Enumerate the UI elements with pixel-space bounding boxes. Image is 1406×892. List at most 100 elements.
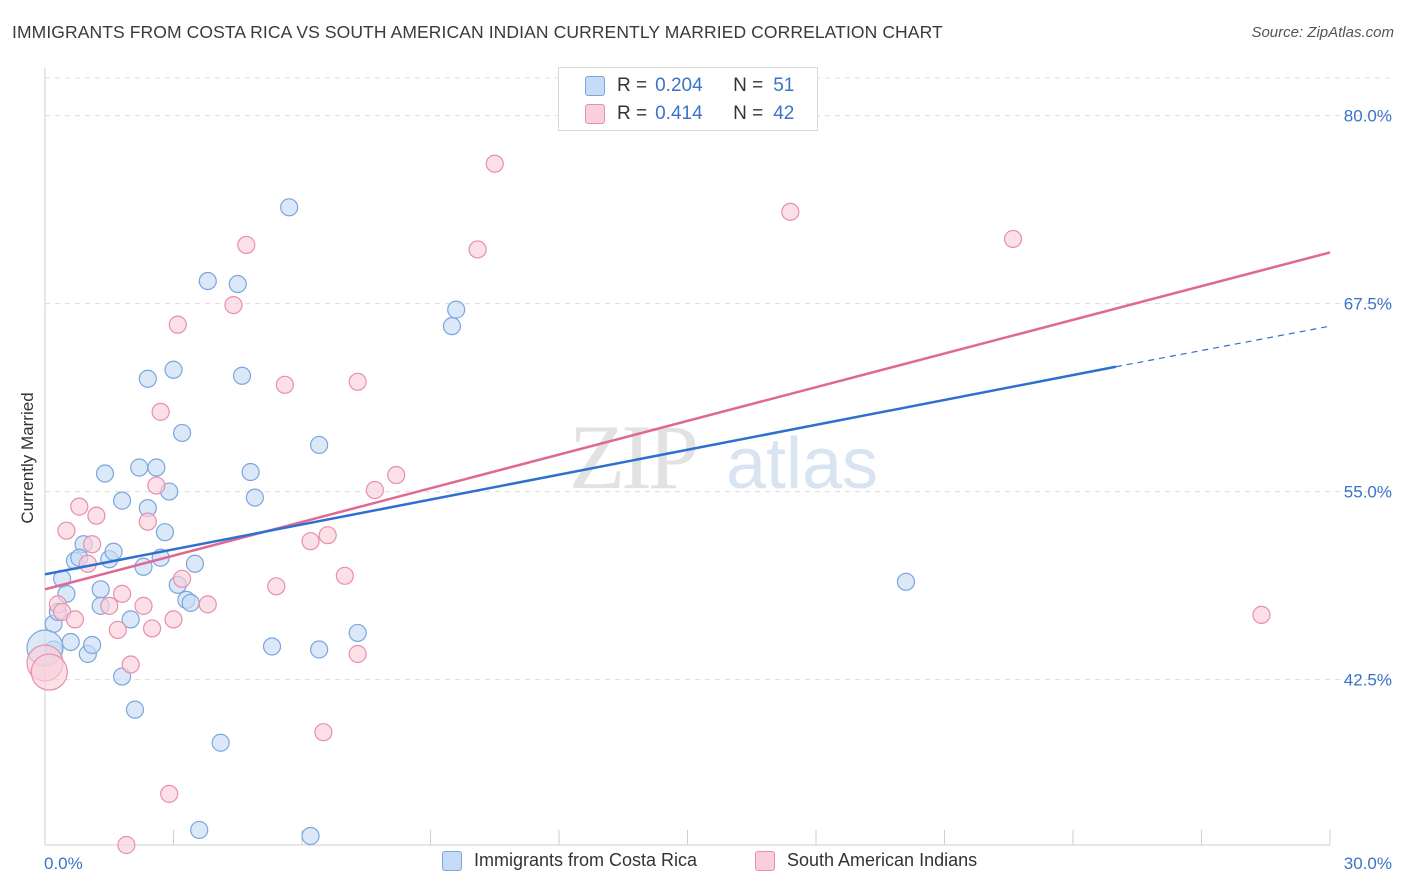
pink-point xyxy=(318,526,337,545)
pink-point xyxy=(70,497,89,516)
y-tick-label: 55.0% xyxy=(1344,483,1392,502)
x-tick-label: 30.0% xyxy=(1344,854,1392,873)
pink-point xyxy=(151,402,170,421)
pink-point xyxy=(160,784,179,803)
series-name-blue: Immigrants from Costa Rica xyxy=(474,850,698,870)
blue-point xyxy=(442,317,462,336)
blue-point xyxy=(348,623,367,643)
pink-point xyxy=(365,480,384,500)
pink-point xyxy=(348,644,367,664)
pink-point xyxy=(781,202,800,221)
pink-point xyxy=(164,610,183,629)
y-tick-label: 67.5% xyxy=(1344,295,1392,314)
pink-point xyxy=(1003,229,1023,249)
blue-point xyxy=(262,637,282,656)
pink-point xyxy=(301,532,320,551)
legend-n-label: N = xyxy=(733,75,764,96)
pink-point xyxy=(112,584,132,603)
blue-point xyxy=(104,542,123,561)
pink-point xyxy=(237,235,256,255)
pink-point xyxy=(65,610,85,629)
chart-title: IMMIGRANTS FROM COSTA RICA VS SOUTH AMER… xyxy=(12,22,943,42)
blue-point xyxy=(310,640,329,659)
blue-point xyxy=(130,458,149,477)
blue-point xyxy=(190,820,209,840)
pink-point xyxy=(134,596,153,615)
blue-point xyxy=(155,523,175,542)
data-points xyxy=(26,154,1271,855)
blue-point xyxy=(83,635,102,655)
pink-point xyxy=(87,506,106,525)
blue-point xyxy=(95,464,115,483)
series-legend: Immigrants from Costa Rica South America… xyxy=(0,850,1406,878)
blue-point xyxy=(181,593,200,612)
series-legend-blue: Immigrants from Costa Rica xyxy=(442,850,697,871)
pink-point xyxy=(387,465,406,485)
pink-point xyxy=(168,315,187,334)
legend: R = 0.204 N = 51 R = 0.414 N = 42 xyxy=(558,67,818,131)
legend-row-pink: R = 0.414 N = 42 xyxy=(585,101,794,127)
pink-point xyxy=(100,596,119,615)
series-name-pink: South American Indians xyxy=(787,850,978,870)
pink-point xyxy=(1252,605,1271,625)
blue-point xyxy=(91,580,110,599)
blue-point xyxy=(121,610,140,629)
legend-r-value: 0.204 xyxy=(655,75,703,96)
blue-point xyxy=(112,491,132,510)
trendline-blue-extension xyxy=(1115,325,1331,368)
legend-n-value: 51 xyxy=(773,75,795,96)
blue-point xyxy=(125,700,145,719)
blue-point xyxy=(896,572,916,591)
y-tick-label: 42.5% xyxy=(1344,671,1392,690)
blue-point xyxy=(301,826,320,846)
pink-point xyxy=(198,595,217,614)
legend-r-value: 0.414 xyxy=(655,103,703,124)
pink-point xyxy=(468,240,487,259)
blue-point xyxy=(241,462,260,482)
pink-point xyxy=(348,372,367,391)
trendline-blue xyxy=(44,365,1117,576)
blue-point xyxy=(245,488,264,507)
legend-swatch-blue xyxy=(585,76,605,96)
blue-point xyxy=(185,554,205,573)
pink-point xyxy=(485,154,504,173)
pink-point xyxy=(83,535,102,554)
pink-point xyxy=(117,835,136,855)
legend-n-value: 42 xyxy=(773,103,795,124)
tick-labels: 42.5% 55.0% 67.5% 80.0% 0.0% 30.0% xyxy=(44,107,1392,873)
y-tick-label: 80.0% xyxy=(1344,107,1392,126)
series-legend-pink: South American Indians xyxy=(755,850,977,871)
pink-point xyxy=(57,521,76,540)
pink-point xyxy=(275,375,294,394)
blue-point xyxy=(228,274,247,294)
legend-n-label: N = xyxy=(733,103,764,124)
legend-r-label: R = xyxy=(617,75,648,96)
pink-point xyxy=(224,295,243,315)
pink-point xyxy=(138,512,157,531)
pink-point xyxy=(147,476,166,495)
pink-point xyxy=(267,577,286,596)
pink-point xyxy=(335,566,354,585)
series-swatch-pink xyxy=(755,850,775,871)
source-label: Source: ZipAtlas.com xyxy=(1251,24,1394,41)
blue-point xyxy=(138,369,157,388)
pink-point xyxy=(314,723,333,742)
legend-r-label: R = xyxy=(617,103,648,124)
watermark-atlas: atlas xyxy=(726,424,878,504)
axes xyxy=(44,68,1331,846)
pink-point xyxy=(121,655,140,674)
blue-point xyxy=(310,435,329,455)
pink-point xyxy=(108,620,127,640)
blue-point xyxy=(211,733,230,752)
legend-swatch-pink xyxy=(585,104,605,124)
watermark: ZIP atlas xyxy=(569,406,878,508)
pink-point xyxy=(30,653,68,691)
blue-point xyxy=(172,423,192,443)
legend-row-blue: R = 0.204 N = 51 xyxy=(585,73,794,99)
blue-point xyxy=(198,271,217,291)
pink-point xyxy=(172,569,192,588)
watermark-zip: ZIP xyxy=(569,406,696,508)
pink-point xyxy=(142,619,162,638)
blue-point xyxy=(447,300,466,319)
